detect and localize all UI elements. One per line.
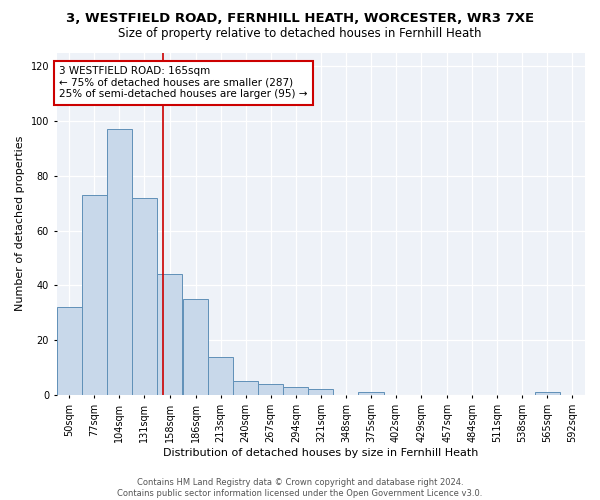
Bar — [283, 386, 308, 395]
Text: 3, WESTFIELD ROAD, FERNHILL HEATH, WORCESTER, WR3 7XE: 3, WESTFIELD ROAD, FERNHILL HEATH, WORCE… — [66, 12, 534, 26]
Bar — [107, 129, 132, 395]
Bar — [535, 392, 560, 395]
Bar — [233, 381, 258, 395]
Bar — [56, 308, 82, 395]
Text: Size of property relative to detached houses in Fernhill Heath: Size of property relative to detached ho… — [118, 28, 482, 40]
X-axis label: Distribution of detached houses by size in Fernhill Heath: Distribution of detached houses by size … — [163, 448, 479, 458]
Bar — [308, 390, 334, 395]
Y-axis label: Number of detached properties: Number of detached properties — [15, 136, 25, 312]
Bar — [82, 195, 107, 395]
Bar — [358, 392, 383, 395]
Bar — [157, 274, 182, 395]
Text: 3 WESTFIELD ROAD: 165sqm
← 75% of detached houses are smaller (287)
25% of semi-: 3 WESTFIELD ROAD: 165sqm ← 75% of detach… — [59, 66, 308, 100]
Bar — [208, 356, 233, 395]
Bar — [258, 384, 283, 395]
Bar — [132, 198, 157, 395]
Text: Contains HM Land Registry data © Crown copyright and database right 2024.
Contai: Contains HM Land Registry data © Crown c… — [118, 478, 482, 498]
Bar — [183, 299, 208, 395]
